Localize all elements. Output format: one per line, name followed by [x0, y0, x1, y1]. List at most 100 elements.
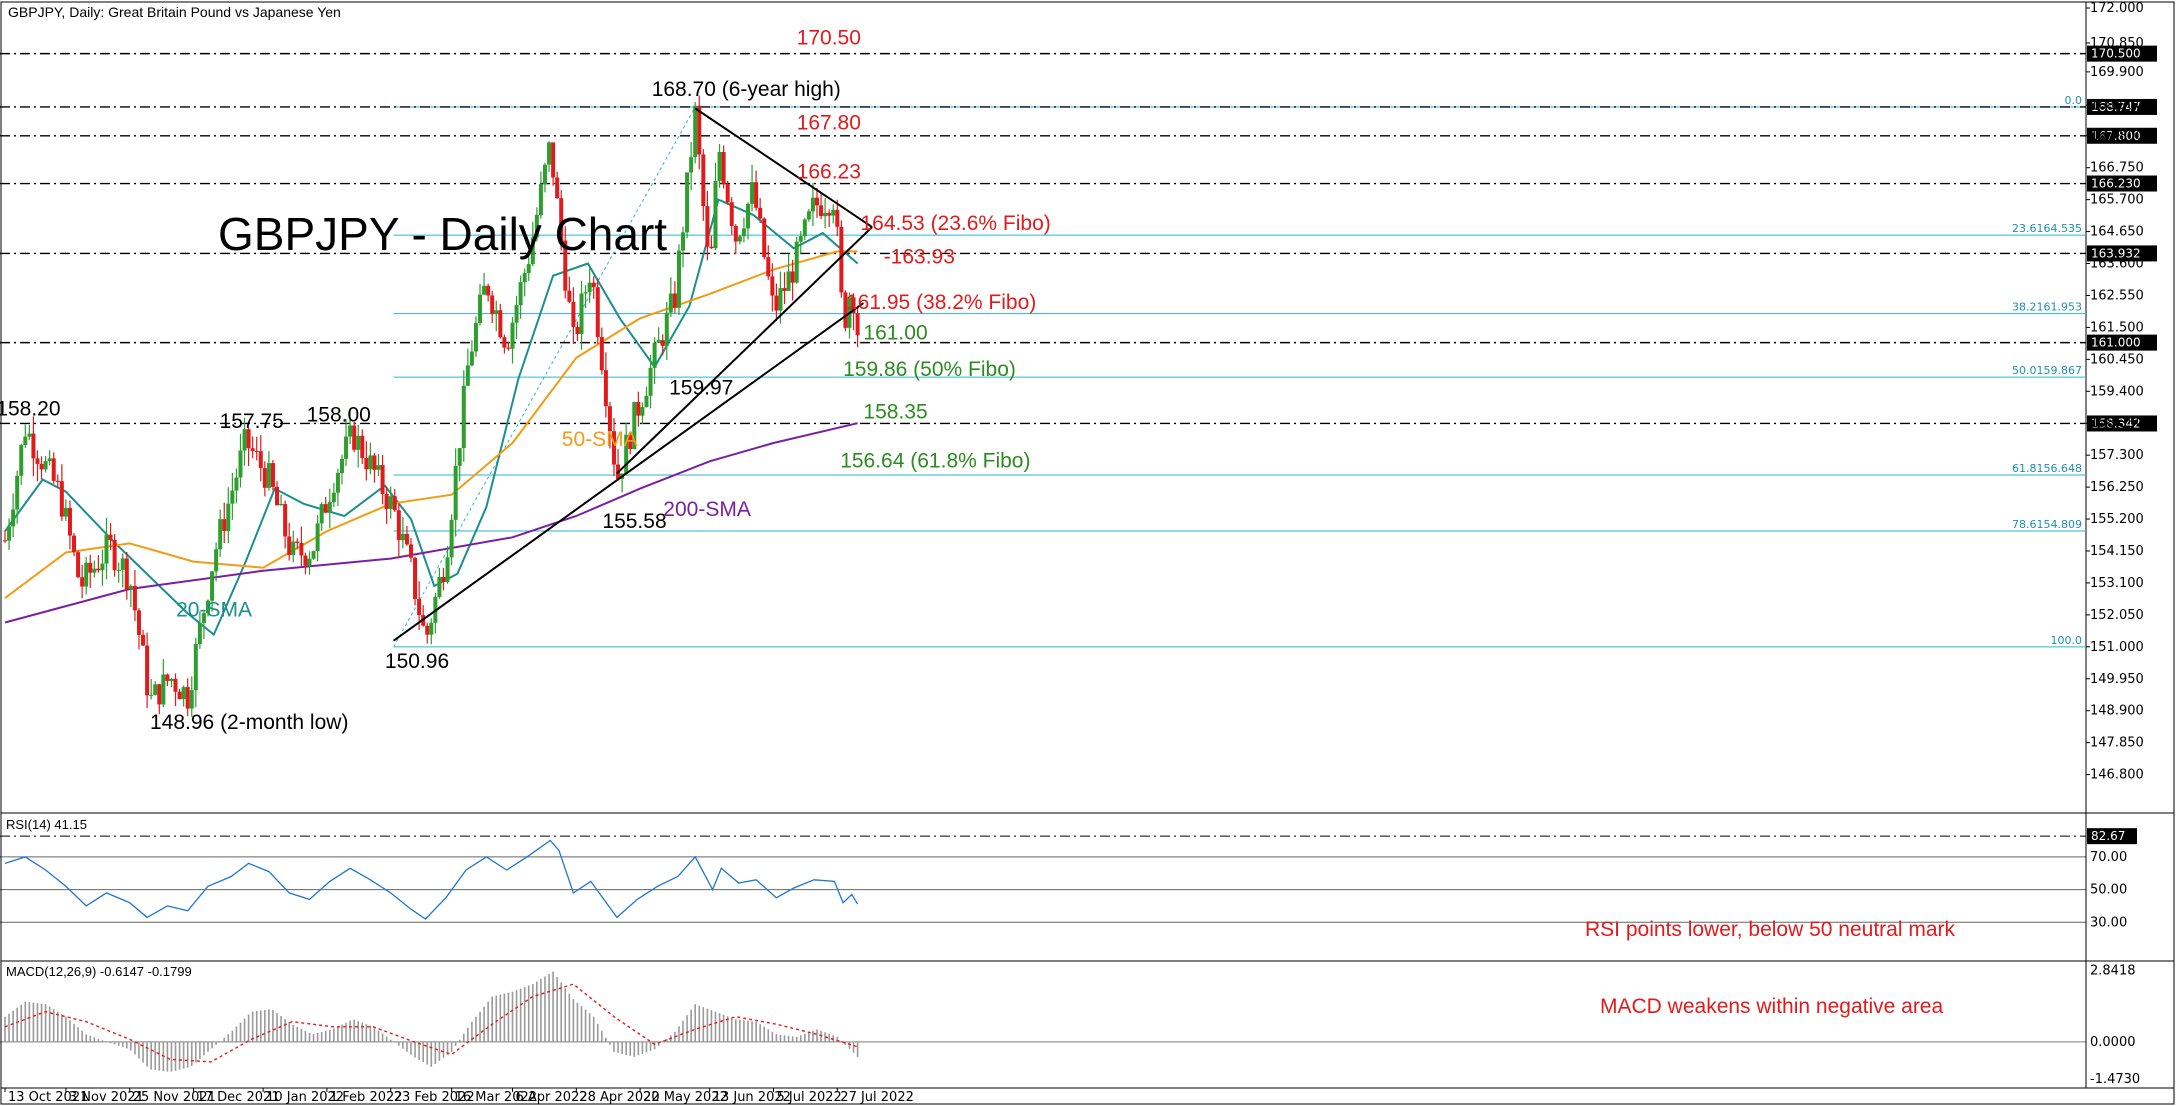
candle-body	[124, 558, 129, 590]
candle-body	[815, 197, 819, 206]
candle-body	[27, 433, 32, 437]
candle-body	[672, 293, 677, 308]
price-annotation: 161.00	[863, 322, 927, 345]
candle-body	[100, 563, 105, 571]
candle-body	[409, 544, 413, 558]
rsi-level-label: 70.00	[2090, 850, 2127, 865]
candle-body	[547, 142, 552, 165]
candle-body	[595, 287, 600, 338]
candle-body	[266, 463, 271, 488]
date-tick-label: 27 Jul 2022	[840, 1090, 914, 1105]
candle-body	[222, 519, 227, 531]
candle-body	[676, 250, 681, 308]
candle-body	[697, 105, 702, 155]
candle-body	[132, 585, 137, 611]
candle-body	[92, 568, 97, 573]
candle-body	[348, 425, 353, 437]
candle-body	[63, 507, 68, 517]
price-annotation: 148.96 (2-month low)	[150, 711, 348, 734]
candle-body	[275, 486, 280, 506]
candle-body	[526, 264, 531, 274]
fibo-level-label: 100.0	[2051, 634, 2083, 647]
candle-body	[843, 292, 848, 328]
candle-body	[774, 295, 779, 311]
candle-body	[262, 468, 267, 488]
candle-body	[823, 213, 828, 217]
fibonacci-levels: 0.0 23.6164.535 38.2161.953 50.0159.867 61.8…	[393, 94, 2086, 648]
price-tick-label: 170.850	[2090, 36, 2144, 51]
candle-body	[193, 643, 198, 691]
candle-body	[656, 340, 661, 343]
candle-body	[457, 448, 462, 466]
candle-body	[599, 337, 604, 371]
candle-body	[7, 526, 12, 541]
level-price-label: 170.500	[2091, 47, 2141, 61]
candle-body	[709, 246, 714, 249]
candle-body	[766, 257, 771, 277]
macd-axis-label: 2.8418	[2090, 963, 2136, 978]
candle-body	[400, 533, 405, 541]
candle-body	[831, 209, 836, 216]
price-annotation: -163.93	[884, 246, 955, 269]
candle-body	[603, 370, 608, 407]
sma-line-200-sma	[4, 422, 858, 624]
candle-body	[157, 684, 162, 705]
candle-body	[311, 551, 316, 559]
candle-body	[3, 540, 7, 542]
rsi-note: RSI points lower, below 50 neutral mark	[1585, 918, 1956, 941]
candle-body	[437, 576, 442, 598]
price-tick-label: 164.650	[2090, 225, 2144, 240]
price-annotation: 20-SMA	[176, 598, 252, 621]
candle-body	[441, 576, 446, 583]
level-price-box	[2087, 98, 2157, 115]
price-tick-label: 146.800	[2090, 768, 2144, 783]
candle-body	[307, 558, 312, 566]
horizontal-levels: 170.500 168.747 167.800 166.230 163.932 161.0…	[0, 45, 2157, 432]
candle-body	[136, 610, 141, 635]
price-annotation: 150.96	[385, 650, 449, 673]
candle-body	[668, 293, 673, 313]
trendline	[694, 107, 873, 228]
candle-body	[851, 297, 856, 313]
candle-body	[344, 436, 349, 459]
candle-body	[161, 674, 166, 705]
candle-body	[729, 202, 734, 226]
candle-body	[141, 634, 146, 646]
candle-body	[295, 541, 300, 543]
candle-body	[360, 435, 365, 459]
candle-body	[701, 154, 706, 207]
fibo-level-label: 78.6154.809	[2012, 518, 2082, 531]
candle-body	[713, 180, 718, 249]
candle-body	[636, 401, 641, 416]
price-tick-label: 154.150	[2090, 544, 2144, 559]
candle-body	[425, 625, 430, 635]
candle-body	[128, 585, 133, 590]
candle-body	[177, 691, 182, 700]
candle-body	[384, 493, 389, 509]
candle-body	[356, 435, 361, 450]
candle-body	[218, 519, 223, 550]
candle-body	[717, 152, 722, 181]
date-tick-label: 23 Feb 2022	[394, 1090, 475, 1105]
candle-body	[490, 295, 495, 314]
price-tick-label: 167.800	[2090, 129, 2144, 144]
candle-body	[827, 213, 832, 216]
date-tick-label: 10 Jan 2022	[266, 1090, 344, 1105]
candle-body	[514, 305, 519, 323]
candle-body	[201, 613, 206, 623]
candle-body	[482, 285, 487, 295]
candle-body	[534, 214, 539, 238]
price-tick-label: 168.800	[2090, 98, 2144, 113]
candle-body	[153, 684, 158, 695]
candle-body	[67, 507, 72, 536]
candle-body	[270, 463, 275, 487]
candle-body	[648, 367, 653, 396]
candle-body	[754, 182, 759, 208]
candle-body	[555, 177, 560, 199]
candle-body	[254, 451, 259, 453]
candle-body	[250, 448, 255, 452]
date-tick-label: 28 Apr 2022	[579, 1090, 659, 1105]
candle-body	[104, 534, 109, 564]
price-tick-label: 159.400	[2090, 384, 2144, 399]
rsi-level-label: 82.67	[2091, 829, 2125, 843]
